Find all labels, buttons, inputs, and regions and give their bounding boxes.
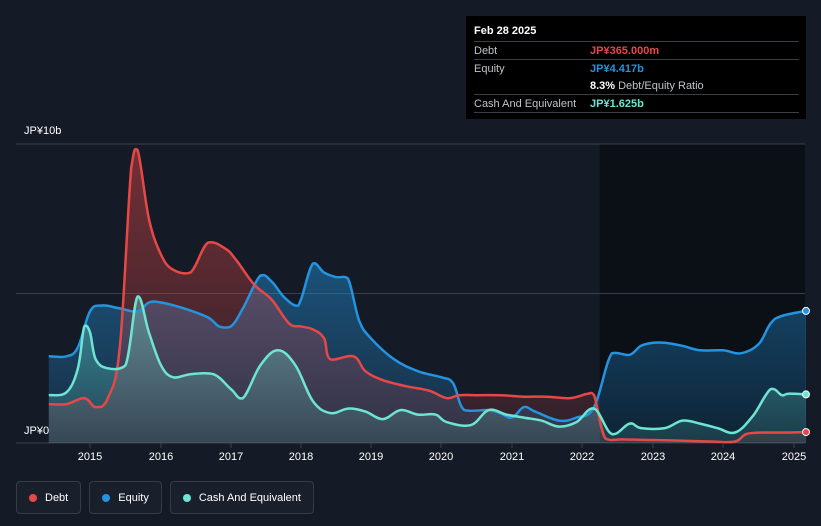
- x-tick-label-2021: 2021: [500, 451, 524, 463]
- tooltip-ratio-label: Debt/Equity Ratio: [618, 79, 704, 92]
- legend-item-cash[interactable]: Cash And Equivalent: [169, 481, 314, 514]
- x-tick-label-2022: 2022: [570, 451, 594, 463]
- tooltip-row-debt: Debt JP¥365.000m: [474, 41, 799, 59]
- x-tick-label-2020: 2020: [429, 451, 453, 463]
- tooltip-equity-value: JP¥4.417b: [590, 62, 644, 75]
- y-axis-bottom-label: JP¥0: [24, 425, 50, 437]
- tooltip-row-cash: Cash And Equivalent JP¥1.625b: [474, 94, 799, 112]
- debt-end-marker: [801, 428, 810, 437]
- tooltip-debt-value: JP¥365.000m: [590, 44, 660, 57]
- tooltip-ratio-value: 8.3%: [590, 79, 616, 92]
- x-tick-label-2025: 2025: [782, 451, 806, 463]
- legend-cash-label: Cash And Equivalent: [198, 491, 301, 504]
- legend-cash-dot-icon: [182, 493, 191, 502]
- legend-debt-label: Debt: [45, 491, 69, 504]
- cash-end-marker: [801, 390, 810, 399]
- tooltip-date: Feb 28 2025: [474, 25, 537, 37]
- tooltip-row-ratio: 8.3% Debt/Equity Ratio: [474, 77, 799, 94]
- legend-item-equity[interactable]: Equity: [89, 481, 162, 514]
- tooltip-cash-value: JP¥1.625b: [590, 97, 644, 110]
- x-tick-label-2017: 2017: [219, 451, 243, 463]
- x-tick-label-2018: 2018: [289, 451, 313, 463]
- tooltip-cash-label: Cash And Equivalent: [474, 97, 577, 110]
- x-tick-label-2016: 2016: [149, 451, 173, 463]
- y-axis-top-label: JP¥10b: [24, 125, 62, 137]
- tooltip-row-equity: Equity JP¥4.417b: [474, 59, 799, 77]
- x-tick-label-2015: 2015: [78, 451, 102, 463]
- debt-area: [48, 149, 807, 443]
- cash-area: [48, 296, 807, 443]
- equity-line: [48, 262, 807, 423]
- equity-end-marker: [801, 306, 810, 315]
- legend-equity-dot-icon: [102, 493, 111, 502]
- legend-debt-dot-icon: [29, 493, 37, 502]
- x-tick-label-2023: 2023: [641, 451, 665, 463]
- legend: Debt Equity Cash And Equivalent: [16, 481, 314, 514]
- tooltip-equity-label: Equity: [474, 62, 505, 75]
- legend-item-debt[interactable]: Debt: [16, 481, 82, 514]
- x-tick-label-2024: 2024: [711, 451, 735, 463]
- tooltip-panel: Feb 28 2025 Debt JP¥365.000m Equity JP¥4…: [466, 16, 806, 119]
- cash-line: [48, 295, 807, 436]
- x-tick-label-2019: 2019: [359, 451, 383, 463]
- tooltip-debt-label: Debt: [474, 44, 498, 57]
- legend-equity-label: Equity: [118, 491, 149, 504]
- debt-line: [48, 147, 807, 444]
